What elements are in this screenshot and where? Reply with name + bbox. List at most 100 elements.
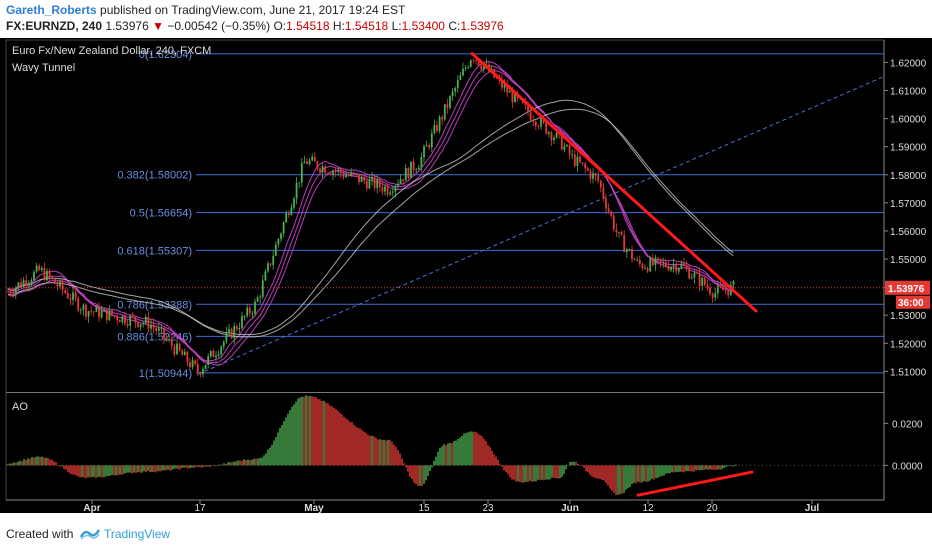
ao-bar (125, 465, 127, 474)
chart-canvas[interactable]: 0(1.62304) 0.382(1.58002) 0.5(1.56654) 0.61… (0, 38, 932, 514)
candle-body (163, 328, 165, 339)
ao-bar (343, 416, 345, 466)
time-tick-label: Apr (83, 503, 100, 513)
candle-body (430, 133, 433, 148)
candle-body (449, 96, 451, 108)
ao-bar (553, 465, 555, 479)
price-tick-label: 1.56000 (890, 227, 927, 238)
ao-bar (629, 465, 631, 488)
ao-bar (333, 407, 335, 466)
candle-body (204, 364, 207, 370)
candle-body (464, 67, 467, 69)
high-label: H: (332, 19, 345, 33)
ao-bar (287, 413, 289, 466)
rising-dashed-trendline (197, 76, 885, 375)
tradingview-brand[interactable]: TradingView (104, 527, 171, 541)
ao-bar (101, 465, 103, 478)
close-value: 1.53976 (460, 19, 504, 33)
candle-body (352, 172, 355, 175)
ao-bar (113, 465, 115, 476)
ao-bar (273, 440, 275, 466)
ao-bar (205, 465, 207, 467)
quote-line: FX:EURNZD, 240 1.53976 ▼ −0.00542 (−0.35… (6, 19, 504, 33)
ao-bar (95, 465, 97, 479)
candle-body (66, 292, 69, 299)
ao-bar (639, 465, 641, 483)
candle-body (215, 355, 217, 358)
candle-body (410, 161, 412, 178)
ao-bar (481, 436, 483, 466)
ao-bar (187, 465, 189, 469)
candle-body (495, 77, 498, 79)
ao-bar (139, 465, 141, 473)
candle-body (7, 291, 9, 293)
ao-bar (579, 465, 581, 466)
candle-body (228, 329, 230, 333)
ao-bar (475, 431, 477, 466)
ao-bar (357, 427, 359, 466)
ao-bar (279, 427, 281, 466)
candle-body (602, 187, 605, 199)
ao-bar (151, 465, 153, 472)
candle-body (238, 328, 241, 330)
candle-body (207, 356, 210, 365)
ao-bar (213, 465, 215, 466)
ao-bar (561, 465, 563, 477)
ao-bar (51, 459, 53, 466)
ao-bar (171, 465, 173, 470)
ao-bar (593, 465, 595, 478)
candle-body (532, 119, 535, 122)
candle-body (441, 116, 444, 120)
ao-bar (369, 435, 371, 466)
ao-bar (263, 455, 265, 466)
candle-body (308, 160, 311, 165)
candle-body (360, 176, 363, 183)
price-tick-label: 1.62000 (890, 58, 927, 69)
ao-bar (633, 465, 635, 483)
candle-body (698, 272, 701, 286)
ao-bar (693, 465, 695, 472)
ao-divergence-line (636, 470, 754, 497)
ao-bar (735, 464, 737, 466)
candle-body (589, 170, 592, 179)
ao-bar (707, 465, 709, 470)
ao-bar (89, 465, 91, 478)
ao-bar (119, 465, 121, 475)
symbol-label[interactable]: FX:EURNZD, 240 (6, 19, 103, 33)
ao-bar (141, 465, 143, 473)
ao-bar (185, 465, 187, 468)
candle-body (716, 285, 719, 293)
candle-body (129, 315, 132, 326)
candle-body (209, 350, 212, 357)
price-tick-label: 1.58000 (890, 171, 927, 182)
ao-bar (689, 465, 691, 472)
candle-body (467, 66, 470, 68)
author-link[interactable]: Gareth_Roberts (6, 3, 97, 17)
chart-svg[interactable]: 0(1.62304) 0.382(1.58002) 0.5(1.56654) 0.61… (0, 38, 932, 514)
candle-body (269, 263, 272, 265)
ao-bar (147, 465, 149, 471)
ao-bar (35, 456, 37, 466)
ao-bar (211, 465, 213, 466)
candle-body (724, 290, 727, 292)
candle-body (300, 163, 303, 183)
candle-body (407, 168, 410, 178)
ao-bar (349, 421, 351, 466)
ao-bar (269, 447, 271, 466)
ao-bar (623, 465, 625, 493)
candle-body (202, 369, 204, 375)
ao-bar (419, 465, 421, 486)
time-tick-label: May (304, 503, 324, 513)
candle-body (675, 264, 678, 272)
ao-bar (267, 449, 269, 466)
ao-bar (123, 465, 125, 474)
ao-bar (409, 465, 411, 477)
ao-bar (517, 465, 519, 482)
ao-bar (227, 462, 229, 466)
ao-bar (713, 465, 715, 470)
ao-bar (681, 465, 683, 472)
ao-bar (411, 465, 413, 480)
candle-body (425, 145, 428, 147)
ao-bar (129, 465, 131, 473)
candle-body (113, 315, 116, 317)
